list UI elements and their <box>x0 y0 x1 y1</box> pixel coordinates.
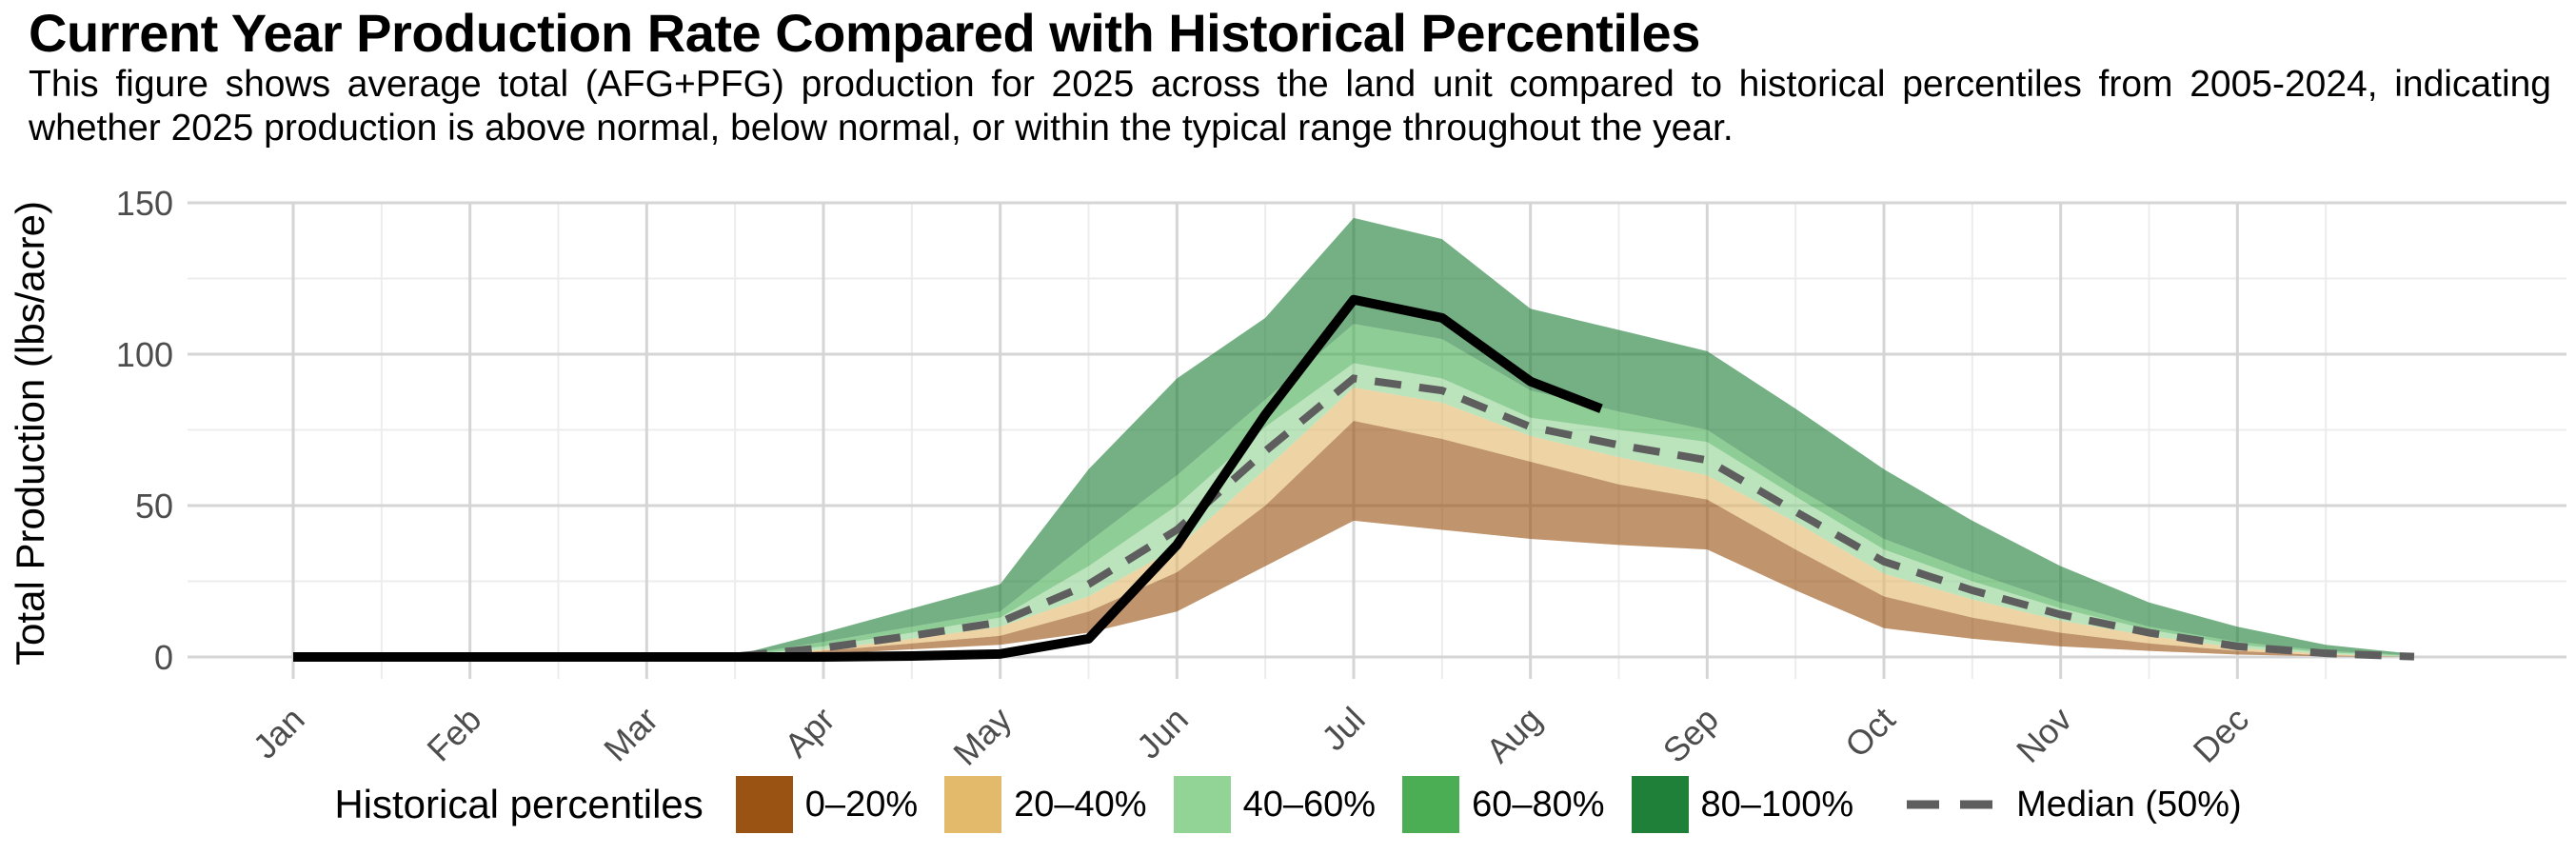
median-line <box>293 374 2415 661</box>
y-tick-label: 0 <box>154 638 173 677</box>
legend-label-3: 60–80% <box>1472 784 1605 825</box>
x-tick-label-jun: Jun <box>1129 700 1196 766</box>
x-tick-label-dec: Dec <box>2186 700 2256 770</box>
median-key-line <box>1907 800 2008 809</box>
legend-swatch-2 <box>1173 776 1231 833</box>
chart-subtitle: This figure shows average total (AFG+PFG… <box>29 64 2551 149</box>
legend-label-0: 0–20% <box>804 784 919 825</box>
x-tick-label-feb: Feb <box>419 700 488 769</box>
chart-title: Current Year Production Rate Compared wi… <box>29 3 1700 63</box>
legend-median-label: Median (50%) <box>2016 784 2242 825</box>
legend-label-1: 20–40% <box>1014 784 1147 825</box>
legend-median-key: Median (50%) <box>1907 785 2242 825</box>
legend-title: Historical percentiles <box>334 782 703 826</box>
legend-label-2: 40–60% <box>1242 784 1377 825</box>
legend-swatch-3 <box>1402 776 1460 833</box>
y-axis-title: Total Production (lbs/acre) <box>8 201 52 666</box>
x-tick-label-aug: Aug <box>1478 700 1549 770</box>
band-20-40- <box>293 387 2414 657</box>
legend-item-3: 60–80% <box>1402 776 1605 833</box>
x-tick-label-apr: Apr <box>777 700 842 766</box>
x-tick-label-mar: Mar <box>596 700 665 769</box>
legend-item-0: 0–20% <box>735 776 919 833</box>
x-tick-label-sep: Sep <box>1655 700 1726 770</box>
legend-swatch-1 <box>944 776 1002 833</box>
y-tick-label: 50 <box>135 487 173 526</box>
legend-swatch-0 <box>735 776 793 833</box>
x-tick-label-nov: Nov <box>2009 700 2079 770</box>
x-tick-label-jan: Jan <box>246 700 312 766</box>
production-2025-line <box>293 294 1603 662</box>
y-tick-label: 100 <box>116 335 173 374</box>
band-0-20- <box>293 420 2414 657</box>
legend: Historical percentiles 0–20% 20–40% 40–60%… <box>0 762 2576 847</box>
x-tick-label-oct: Oct <box>1837 700 1903 766</box>
x-tick-label-jul: Jul <box>1314 700 1373 759</box>
legend-item-1: 20–40% <box>944 776 1147 833</box>
y-tick-label: 150 <box>116 184 173 223</box>
legend-item-4: 80–100% <box>1631 776 1854 833</box>
legend-item-2: 40–60% <box>1173 776 1377 833</box>
legend-label-4: 80–100% <box>1700 784 1854 825</box>
legend-swatch-4 <box>1631 776 1689 833</box>
